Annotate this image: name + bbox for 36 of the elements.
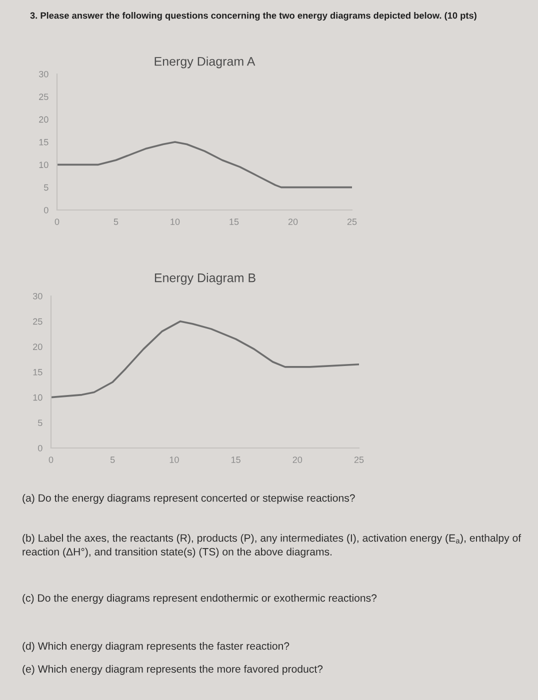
text: (a) Do the energy diagrams represent concerted or stepwise reactions? [22,494,355,504]
y-tick-label: 30 [38,70,48,78]
y-tick-label: 10 [39,162,48,168]
chart-title: Energy Diagram B [154,273,256,285]
y-tick-label: 5 [38,420,42,426]
y-tick-label: 30 [32,292,42,300]
y-tick-label: 15 [33,369,42,376]
x-tick-label: 20 [288,218,298,225]
y-tick-label: 0 [38,444,42,452]
text: 3. Please answer the following questions concerning the two energy diagrams depicted below. (10 pts) [30,12,476,21]
text: (c) Do the energy diagrams represent endothermic or exothermic reactions? [22,594,377,604]
y-tick-label: 10 [33,394,42,401]
x-tick-label: 25 [354,456,364,463]
x-tick-label: 0 [54,218,60,225]
y-tick-label: 15 [39,139,48,146]
x-tick-label: 15 [231,456,240,463]
x-tick-label: 5 [110,456,115,463]
line-series [57,141,352,188]
y-tick-label: 20 [33,344,42,350]
line-series [51,320,359,398]
y-tick-label: 25 [39,94,48,100]
y-tick-label: 5 [44,184,48,191]
x-tick-label: 0 [48,456,54,463]
x-tick-label: 20 [292,456,302,463]
x-tick-label: 15 [230,218,239,225]
text: (d) Which energy diagram represents the faster reaction? [22,642,290,652]
x-tick-label: 10 [170,456,179,463]
y-tick-label: 20 [39,116,48,123]
y-tick-label: 25 [33,318,42,325]
y-tick-label: 0 [44,206,48,214]
text: (e) Which energy diagram represents the more favored product? [22,665,323,675]
chart-title: Energy Diagram A [154,56,256,68]
x-tick-label: 25 [347,218,357,225]
x-tick-label: 5 [114,218,118,225]
x-tick-label: 10 [170,218,180,225]
text: (b) Label the axes, the reactants (R), products (P), any intermediates (I), activation energy (E$_{a}$), enthalpy of reaction (ΔH°), and transition state(s) (TS) on the above diagrams. [22,534,522,558]
